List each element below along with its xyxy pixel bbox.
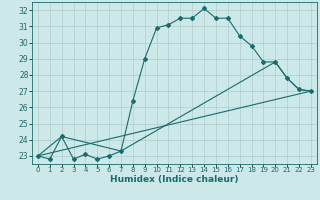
X-axis label: Humidex (Indice chaleur): Humidex (Indice chaleur) [110,175,239,184]
